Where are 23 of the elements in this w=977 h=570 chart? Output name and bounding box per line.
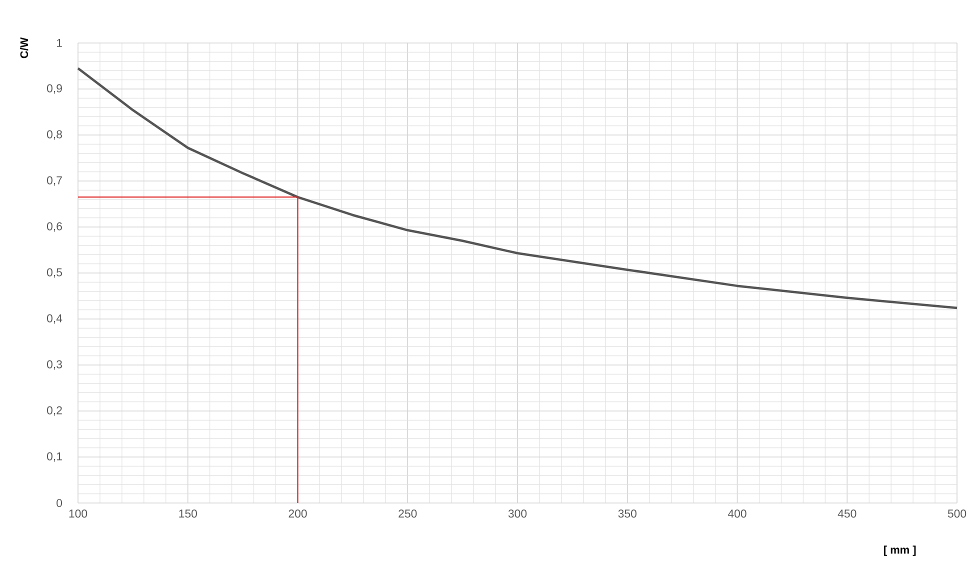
x-tick-label: 300 (508, 510, 527, 518)
y-tick-label: 0,7 (47, 176, 62, 186)
y-tick-label: 0 (56, 498, 62, 508)
x-tick-label: 350 (618, 510, 636, 518)
x-tick-label: 150 (179, 510, 197, 518)
x-tick-label: 100 (69, 510, 88, 518)
x-tick-label: 200 (288, 510, 307, 518)
y-axis-title: C/W (20, 37, 28, 58)
y-tick-label: 0,6 (47, 222, 62, 232)
x-axis-title: [ mm ] (884, 546, 916, 556)
line-series (76, 67, 958, 310)
y-tick-label: 0,8 (47, 130, 62, 140)
x-tick-label: 400 (728, 510, 746, 518)
y-tick-label: 0,3 (47, 360, 62, 370)
y-tick-label: 0,9 (47, 84, 62, 94)
x-tick-label: 250 (398, 510, 417, 518)
y-tick-label: 0,4 (47, 314, 62, 324)
y-tick-label: 1 (56, 39, 62, 47)
y-tick-label: 0,2 (47, 406, 62, 416)
y-tick-label: 0,1 (47, 452, 62, 462)
x-tick-label: 500 (948, 510, 966, 518)
x-tick-label: 450 (838, 510, 856, 518)
y-tick-label: 0,5 (47, 268, 62, 278)
